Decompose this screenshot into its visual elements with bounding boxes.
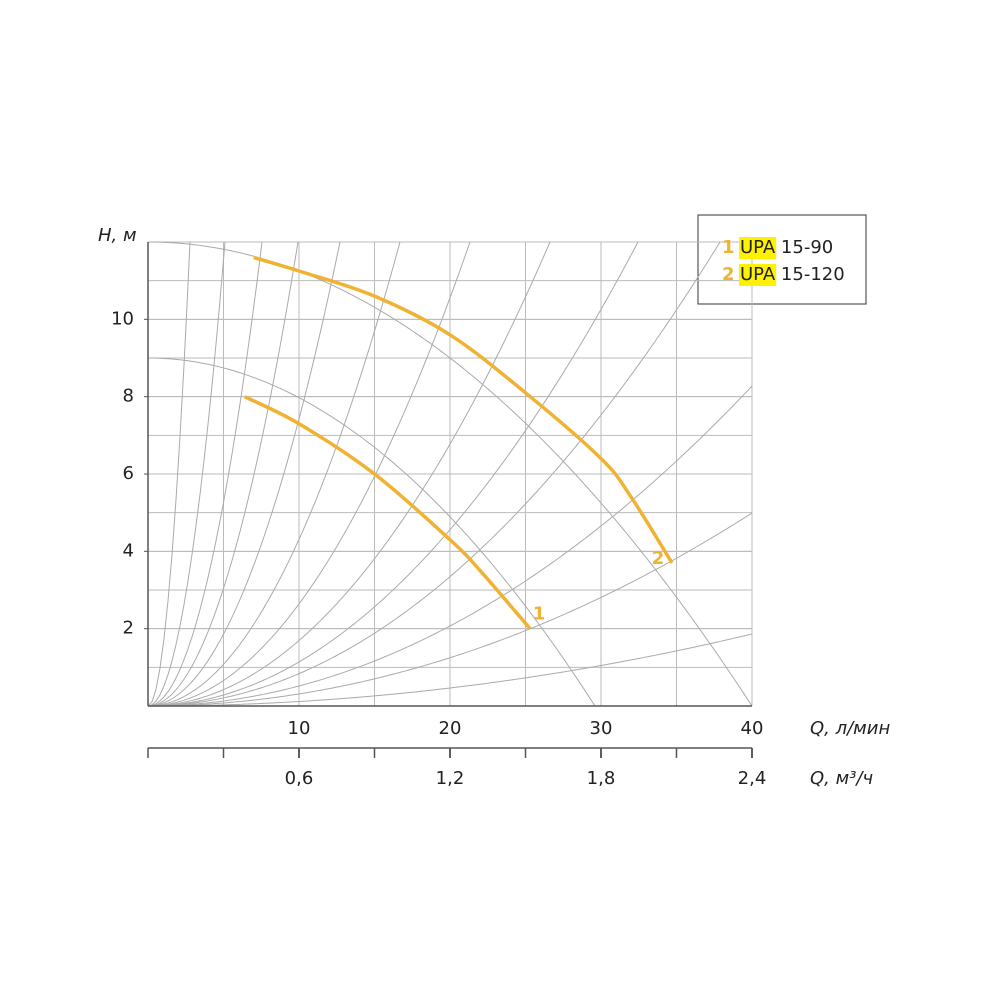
- system-curve: [147, 241, 401, 707]
- x-tick-label: 10: [288, 718, 311, 739]
- system-curve: [147, 633, 753, 707]
- y-tick-label: 6: [123, 463, 134, 484]
- x2-tick-label: 0,6: [285, 768, 314, 789]
- y-tick-label: 10: [111, 308, 134, 329]
- legend-highlight: [739, 237, 777, 259]
- x2-tick-label: 1,2: [436, 768, 465, 789]
- legend-name: UPA 15-90: [740, 237, 833, 258]
- system-curve: [147, 512, 753, 707]
- system-curve: [147, 241, 471, 707]
- legend-name: UPA 15-120: [740, 264, 845, 285]
- x-axis-label: Q, л/мин: [810, 718, 890, 739]
- curve-label: 2: [652, 548, 665, 569]
- grid: [147, 241, 753, 707]
- y-tick-label: 8: [123, 386, 134, 407]
- pump-limit-curve: [147, 357, 596, 707]
- system-curve: [147, 241, 226, 707]
- y-tick-label: 2: [123, 618, 134, 639]
- x-tick-label: 40: [741, 718, 764, 739]
- x2-axis-label: Q, м³/ч: [810, 768, 873, 789]
- system-curve: [147, 241, 639, 707]
- y-axis-label: H, м: [98, 225, 137, 246]
- curve-label: 1: [533, 604, 546, 625]
- pump-limit-curve: [147, 241, 753, 707]
- system-curve: [147, 241, 551, 707]
- legend-highlight: [739, 264, 777, 286]
- pump-curve: [243, 395, 532, 630]
- system-curve: [147, 385, 753, 707]
- legend-number: 2: [722, 264, 735, 285]
- system-curve: [147, 241, 721, 707]
- system-curve: [147, 241, 299, 707]
- x-tick-label: 30: [590, 718, 613, 739]
- x-tick-label: 20: [439, 718, 462, 739]
- system-curve: [147, 241, 341, 707]
- pump-curve: [253, 255, 674, 564]
- y-tick-label: 4: [123, 540, 134, 561]
- system-curve: [147, 241, 191, 707]
- x2-tick-label: 1,8: [587, 768, 616, 789]
- x2-tick-label: 2,4: [738, 768, 767, 789]
- system-curve: [147, 241, 263, 707]
- legend-box: [697, 214, 867, 305]
- legend-number: 1: [722, 237, 735, 258]
